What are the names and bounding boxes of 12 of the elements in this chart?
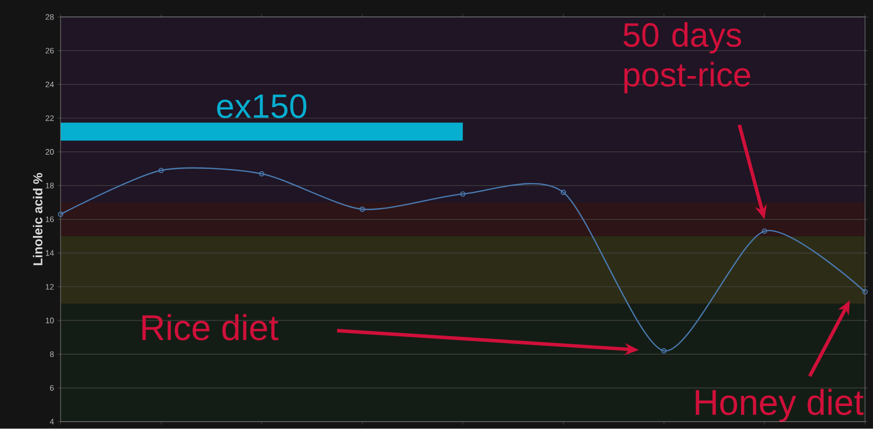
annotation: Honey diet [696,389,864,422]
point [762,228,768,234]
point [560,190,566,196]
point [360,206,365,212]
point [460,191,466,197]
point [661,348,667,354]
point [259,171,264,177]
series-label: ex150 [217,94,306,118]
y-axis-title: Linoleic acid % [32,173,42,266]
point [158,168,164,174]
annotation: 50 days post-rice [624,22,750,94]
annotation: Rice diet [142,314,278,341]
